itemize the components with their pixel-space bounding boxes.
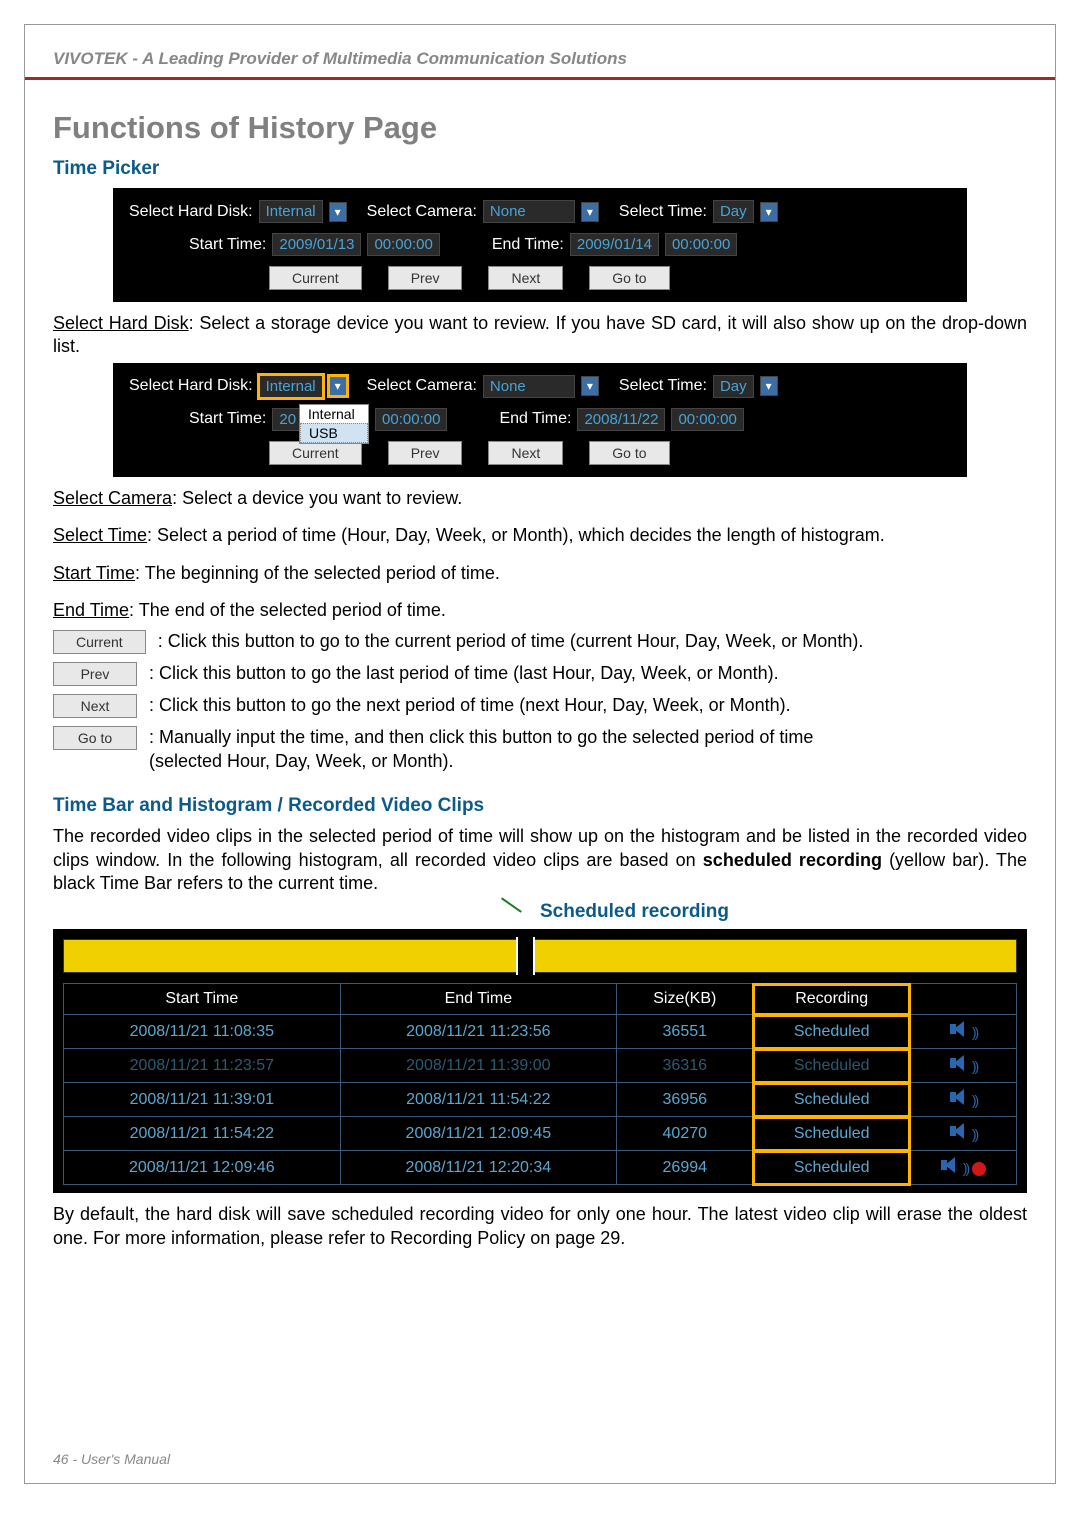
sound-waves-icon: )) — [972, 1126, 977, 1142]
value-camera[interactable]: None — [483, 200, 575, 223]
desc-select-hard-disk: Select Hard Disk: Select a storage devic… — [53, 312, 1027, 359]
page-title: Functions of History Page — [53, 110, 1027, 146]
action-cell[interactable]: )) — [910, 1083, 1016, 1117]
histogram-time-bar — [516, 937, 535, 975]
histogram-yellow-left — [64, 940, 516, 972]
value-end-date[interactable]: 2008/11/22 — [577, 408, 665, 431]
doc-header: VIVOTEK - A Leading Provider of Multimed… — [53, 49, 1027, 77]
label-end-time: End Time: — [499, 410, 571, 428]
value-start-clock[interactable]: 00:00:00 — [367, 233, 439, 256]
col-actions — [910, 984, 1016, 1015]
label-end-time: End Time: — [492, 236, 564, 254]
desc-end-time: End Time: The end of the selected period… — [53, 599, 1027, 622]
speaker-icon[interactable] — [941, 1157, 961, 1173]
label-select-time: Select Time: — [619, 203, 707, 221]
time-picker-panel-1: Select Hard Disk: Internal ▾ Select Came… — [113, 188, 967, 302]
defrow-goto: Go to : Manually input the time, and the… — [53, 726, 1027, 773]
col-recording: Recording — [753, 984, 911, 1015]
prev-button[interactable]: Prev — [388, 266, 463, 290]
value-end-clock[interactable]: 00:00:00 — [665, 233, 737, 256]
pointer-line — [501, 899, 571, 929]
value-end-clock[interactable]: 00:00:00 — [671, 408, 743, 431]
defrow-prev: Prev : Click this button to go the last … — [53, 662, 1027, 686]
value-end-date[interactable]: 2009/01/14 — [570, 233, 659, 256]
label-select-time: Select Time: — [619, 377, 707, 395]
histogram-yellow-right — [535, 940, 1016, 972]
col-end-time: End Time — [340, 984, 617, 1015]
label-select-hard-disk: Select Hard Disk: — [129, 203, 253, 221]
page-footer: 46 - User's Manual — [53, 1451, 170, 1467]
histogram-wrap: Scheduled recording Start Time End Time … — [53, 929, 1027, 1193]
current-button[interactable]: Current — [269, 441, 362, 465]
sound-waves-icon: )) — [972, 1058, 977, 1074]
value-camera[interactable]: None — [483, 375, 575, 398]
table-row[interactable]: 2008/11/21 11:23:572008/11/21 11:39:0036… — [64, 1049, 1017, 1083]
table-row[interactable]: 2008/11/21 11:54:222008/11/21 12:09:4540… — [64, 1117, 1017, 1151]
label-start-time: Start Time: — [189, 236, 266, 254]
col-size: Size(KB) — [617, 984, 753, 1015]
next-button[interactable]: Next — [53, 694, 137, 718]
col-start-time: Start Time — [64, 984, 341, 1015]
dropdown-icon[interactable]: ▾ — [329, 202, 347, 222]
recordings-table: Start Time End Time Size(KB) Recording 2… — [63, 983, 1017, 1185]
value-start-clock[interactable]: 00:00:00 — [375, 408, 447, 431]
action-cell[interactable]: )) — [910, 1049, 1016, 1083]
dropdown-icon[interactable]: ▾ — [581, 376, 599, 396]
label-select-camera: Select Camera: — [367, 203, 477, 221]
speaker-icon[interactable] — [950, 1123, 970, 1139]
table-header-row: Start Time End Time Size(KB) Recording — [64, 984, 1017, 1015]
table-row[interactable]: 2008/11/21 11:39:012008/11/21 11:54:2236… — [64, 1083, 1017, 1117]
dropdown-icon[interactable]: ▾ — [329, 376, 347, 396]
defrow-next: Next : Click this button to go the next … — [53, 694, 1027, 718]
desc-select-camera: Select Camera: Select a device you want … — [53, 487, 1027, 510]
value-time[interactable]: Day — [713, 375, 754, 398]
header-rule — [25, 77, 1055, 80]
action-cell[interactable]: )) — [910, 1151, 1016, 1185]
speaker-icon[interactable] — [950, 1021, 970, 1037]
histogram-bar[interactable] — [63, 939, 1017, 973]
hard-disk-dropdown[interactable]: Internal USB — [299, 404, 369, 444]
sound-waves-icon: )) — [972, 1092, 977, 1108]
goto-button[interactable]: Go to — [589, 441, 669, 465]
speaker-icon[interactable] — [950, 1089, 970, 1105]
prev-button[interactable]: Prev — [388, 441, 463, 465]
value-time[interactable]: Day — [713, 200, 754, 223]
action-cell[interactable]: )) — [910, 1117, 1016, 1151]
goto-button[interactable]: Go to — [589, 266, 669, 290]
dropdown-icon[interactable]: ▾ — [581, 202, 599, 222]
page-container: VIVOTEK - A Leading Provider of Multimed… — [24, 24, 1056, 1484]
value-start-date[interactable]: 2009/01/13 — [272, 233, 361, 256]
value-hard-disk[interactable]: Internal — [259, 200, 323, 223]
desc-start-time: Start Time: The beginning of the selecte… — [53, 562, 1027, 585]
subhead-histogram: Time Bar and Histogram / Recorded Video … — [53, 795, 1027, 817]
label-select-hard-disk: Select Hard Disk: — [129, 377, 253, 395]
speaker-icon[interactable] — [950, 1055, 970, 1071]
next-button[interactable]: Next — [488, 266, 563, 290]
table-row[interactable]: 2008/11/21 11:08:352008/11/21 11:23:5636… — [64, 1015, 1017, 1049]
dropdown-icon[interactable]: ▾ — [760, 376, 778, 396]
dropdown-opt-internal[interactable]: Internal — [300, 405, 368, 423]
current-button[interactable]: Current — [53, 630, 146, 654]
action-cell[interactable]: )) — [910, 1015, 1016, 1049]
defrow-current: Current : Click this button to go to the… — [53, 630, 1027, 654]
time-picker-panel-2: Select Hard Disk: Internal ▾ Select Came… — [113, 363, 967, 477]
dropdown-icon[interactable]: ▾ — [760, 202, 778, 222]
prev-button[interactable]: Prev — [53, 662, 137, 686]
subhead-time-picker: Time Picker — [53, 158, 1027, 180]
recording-icon — [972, 1162, 986, 1176]
table-row[interactable]: 2008/11/21 12:09:462008/11/21 12:20:3426… — [64, 1151, 1017, 1185]
goto-button[interactable]: Go to — [53, 726, 137, 750]
histogram-panel: Start Time End Time Size(KB) Recording 2… — [53, 929, 1027, 1193]
sound-waves-icon: )) — [972, 1024, 977, 1040]
current-button[interactable]: Current — [269, 266, 362, 290]
label-select-camera: Select Camera: — [367, 377, 477, 395]
label-start-time: Start Time: — [189, 410, 266, 428]
value-hard-disk-highlight[interactable]: Internal — [259, 375, 323, 398]
dropdown-opt-usb[interactable]: USB — [300, 423, 368, 443]
histogram-footnote: By default, the hard disk will save sche… — [53, 1203, 1027, 1250]
sound-waves-icon: )) — [963, 1160, 968, 1176]
next-button[interactable]: Next — [488, 441, 563, 465]
desc-select-time: Select Time: Select a period of time (Ho… — [53, 524, 1027, 547]
